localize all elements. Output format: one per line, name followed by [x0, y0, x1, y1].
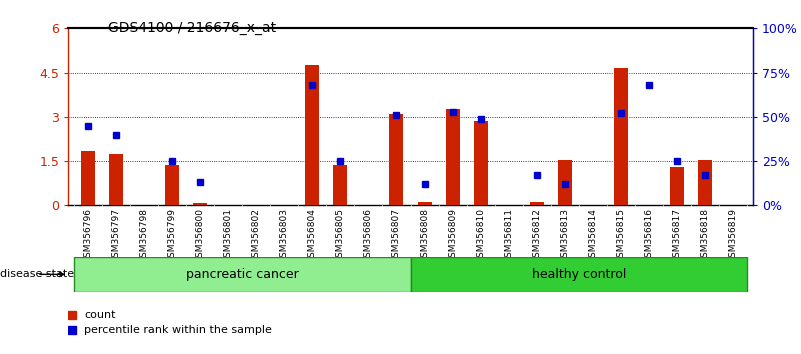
Text: GSM356807: GSM356807 [392, 208, 401, 263]
Bar [389, 114, 404, 205]
Bar [81, 151, 95, 205]
Text: GSM356800: GSM356800 [195, 208, 204, 263]
Bar [473, 121, 488, 205]
Text: disease state: disease state [0, 269, 74, 279]
Bar [333, 166, 348, 205]
Text: GSM356810: GSM356810 [476, 208, 485, 263]
Bar [305, 65, 320, 205]
Text: GSM356799: GSM356799 [167, 208, 176, 263]
Bar [698, 160, 712, 205]
Bar [670, 167, 684, 205]
Text: GSM356801: GSM356801 [223, 208, 232, 263]
Bar [109, 154, 123, 205]
Text: GSM356802: GSM356802 [252, 208, 260, 263]
Text: GSM356797: GSM356797 [111, 208, 120, 263]
Text: GSM356819: GSM356819 [729, 208, 738, 263]
Text: GSM356816: GSM356816 [645, 208, 654, 263]
Bar [410, 257, 747, 292]
Text: GSM356805: GSM356805 [336, 208, 345, 263]
Text: GSM356815: GSM356815 [617, 208, 626, 263]
Text: GSM356811: GSM356811 [505, 208, 513, 263]
Text: GSM356798: GSM356798 [139, 208, 148, 263]
Text: count: count [84, 309, 115, 320]
Text: GSM356817: GSM356817 [673, 208, 682, 263]
Text: percentile rank within the sample: percentile rank within the sample [84, 325, 272, 335]
Text: GSM356796: GSM356796 [83, 208, 92, 263]
Text: GSM356813: GSM356813 [561, 208, 570, 263]
Bar [193, 203, 207, 205]
Text: GSM356808: GSM356808 [420, 208, 429, 263]
Bar [529, 202, 544, 205]
Text: GDS4100 / 216676_x_at: GDS4100 / 216676_x_at [108, 21, 276, 35]
Text: pancreatic cancer: pancreatic cancer [186, 268, 299, 281]
Text: GSM356806: GSM356806 [364, 208, 373, 263]
Bar [445, 109, 460, 205]
Bar [557, 160, 572, 205]
Text: GSM356803: GSM356803 [280, 208, 288, 263]
Bar [74, 257, 410, 292]
Text: GSM356809: GSM356809 [448, 208, 457, 263]
Bar [165, 166, 179, 205]
Text: GSM356814: GSM356814 [589, 208, 598, 263]
Text: GSM356812: GSM356812 [533, 208, 541, 263]
Text: GSM356818: GSM356818 [701, 208, 710, 263]
Text: GSM356804: GSM356804 [308, 208, 316, 263]
Text: healthy control: healthy control [532, 268, 626, 281]
Bar [614, 68, 628, 205]
Bar [417, 202, 432, 205]
